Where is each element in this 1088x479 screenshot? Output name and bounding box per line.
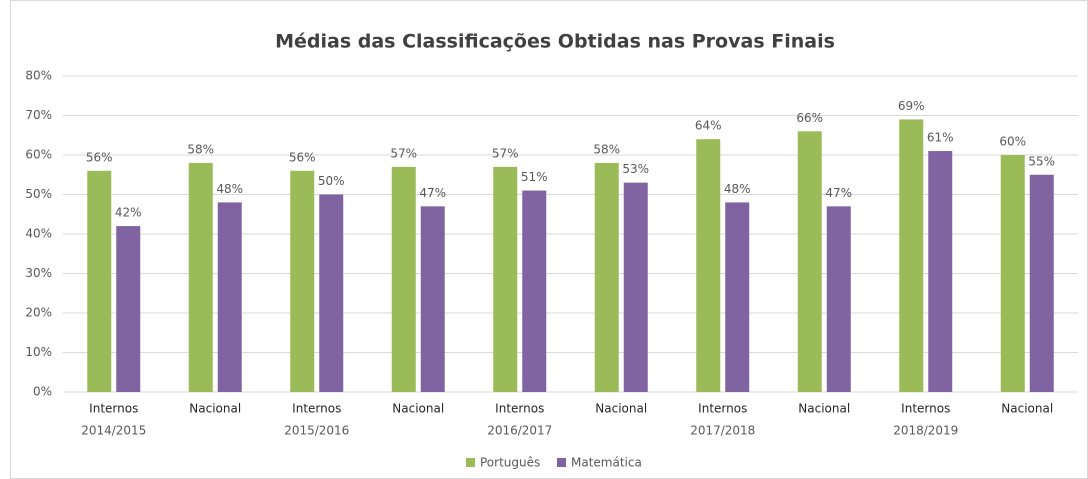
- data-label: 42%: [115, 206, 142, 220]
- bar: [928, 151, 953, 392]
- x-tick-label: Nacional: [798, 402, 850, 416]
- data-label: 57%: [390, 146, 417, 160]
- y-tick-label: 80%: [25, 69, 52, 83]
- data-label: 53%: [622, 162, 649, 176]
- bar: [290, 170, 315, 392]
- x-tick-label: Internos: [901, 402, 950, 416]
- bar: [522, 190, 547, 392]
- y-tick-label: 60%: [25, 148, 52, 162]
- legend-label: Matemática: [571, 456, 642, 470]
- data-label: 48%: [724, 182, 751, 196]
- x-tick-label: Nacional: [595, 402, 647, 416]
- data-label: 66%: [796, 111, 823, 125]
- x-group-label: 2015/2016: [284, 424, 349, 438]
- data-label: 60%: [999, 135, 1026, 149]
- y-tick-label: 50%: [25, 187, 52, 201]
- bar: [217, 202, 242, 392]
- bar: [797, 131, 822, 393]
- y-tick-label: 0%: [33, 385, 52, 399]
- x-tick-label: Internos: [495, 402, 544, 416]
- x-group-label: 2017/2018: [690, 424, 755, 438]
- bar: [826, 206, 851, 392]
- bar: [696, 139, 721, 392]
- legend-swatch: [557, 458, 566, 467]
- x-group-label: 2018/2019: [893, 424, 958, 438]
- bar: [1000, 155, 1025, 392]
- data-label: 47%: [825, 186, 852, 200]
- data-label: 47%: [419, 186, 446, 200]
- x-tick-label: Nacional: [1001, 402, 1053, 416]
- legend-swatch: [466, 458, 475, 467]
- y-tick-label: 40%: [25, 227, 52, 241]
- bar: [116, 226, 141, 392]
- x-tick-label: Nacional: [189, 402, 241, 416]
- data-label: 48%: [216, 182, 243, 196]
- bar: [594, 162, 619, 392]
- y-tick-label: 30%: [25, 266, 52, 280]
- x-tick-label: Internos: [292, 402, 341, 416]
- data-label: 57%: [492, 146, 519, 160]
- x-tick-label: Internos: [698, 402, 747, 416]
- data-label: 69%: [898, 99, 925, 113]
- data-label: 50%: [318, 174, 345, 188]
- data-label: 58%: [187, 142, 214, 156]
- y-tick-label: 70%: [25, 108, 52, 122]
- bar: [420, 206, 445, 392]
- data-label: 56%: [289, 150, 316, 164]
- data-label: 55%: [1028, 154, 1055, 168]
- bar: [1029, 174, 1054, 392]
- data-label: 64%: [695, 119, 722, 133]
- x-group-label: 2016/2017: [487, 424, 552, 438]
- x-tick-label: Internos: [89, 402, 138, 416]
- bar: [319, 194, 344, 392]
- y-tick-label: 10%: [25, 345, 52, 359]
- data-label: 56%: [86, 150, 113, 164]
- data-label: 61%: [927, 131, 954, 145]
- data-label: 58%: [593, 142, 620, 156]
- x-group-label: 2014/2015: [81, 424, 146, 438]
- bar: [725, 202, 750, 392]
- legend-label: Português: [480, 456, 540, 470]
- bar: [391, 166, 416, 392]
- chart-title: Médias das Classificações Obtidas nas Pr…: [275, 31, 835, 53]
- data-label: 51%: [521, 170, 548, 184]
- bar: [87, 170, 112, 392]
- bar: [493, 166, 518, 392]
- bar: [899, 119, 924, 392]
- x-tick-label: Nacional: [392, 402, 444, 416]
- bar: [623, 182, 648, 392]
- y-tick-label: 20%: [25, 306, 52, 320]
- bar: [188, 162, 213, 392]
